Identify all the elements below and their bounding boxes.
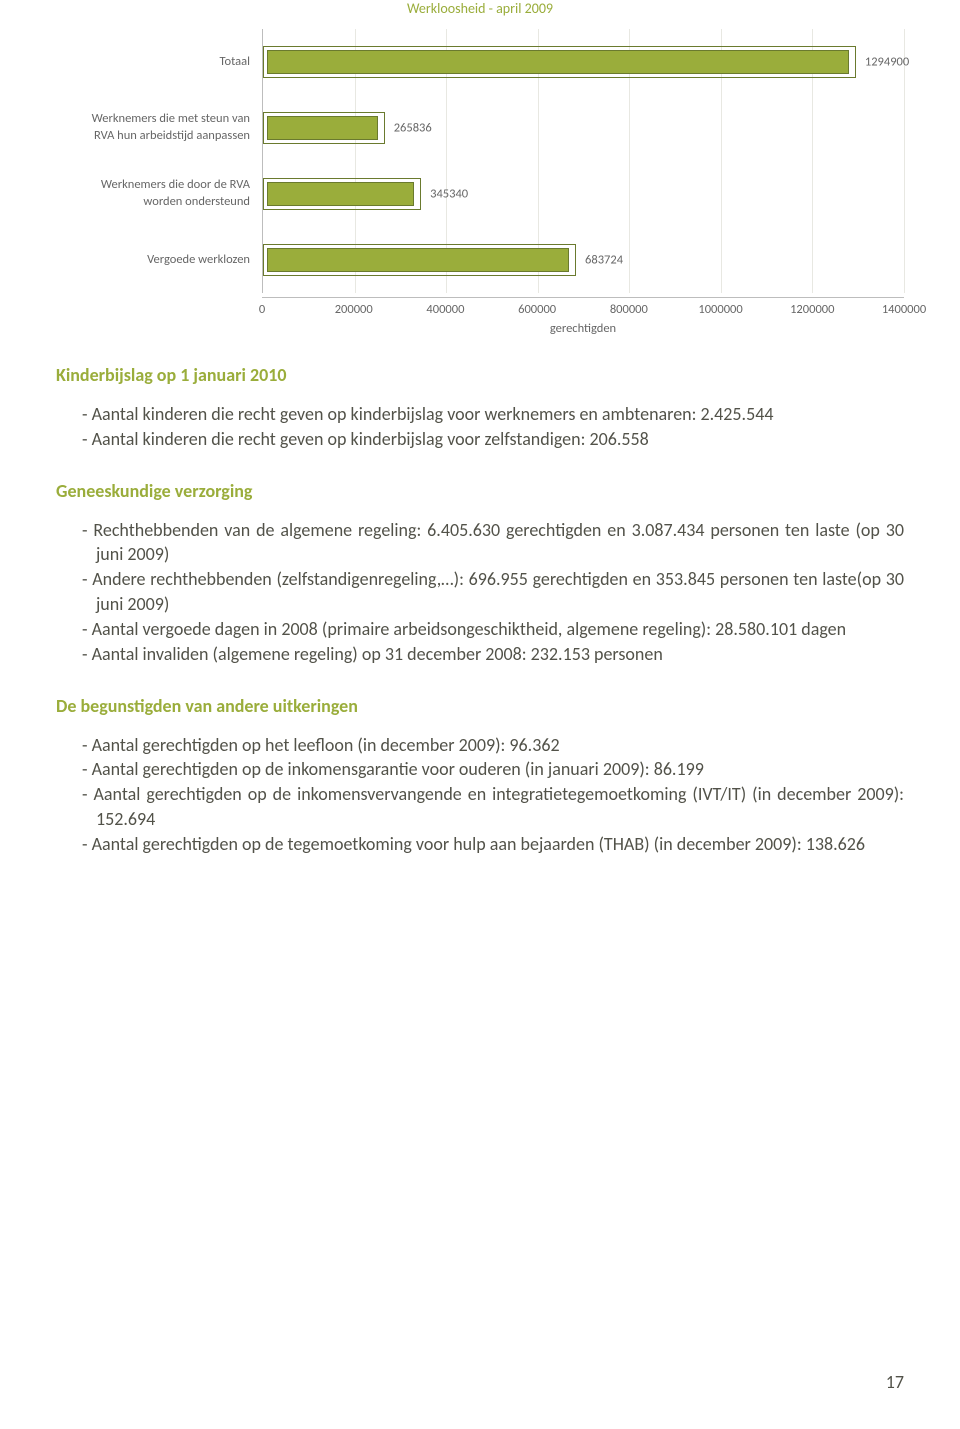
chart-x-tick: 0 xyxy=(259,302,265,317)
chart-row: Totaal1294900 xyxy=(56,29,904,95)
chart-plot-area: 1294900 xyxy=(262,29,904,95)
unemployment-bar-chart: Totaal1294900 Werknemers die met steun va… xyxy=(56,29,904,336)
chart-x-axis: 0200000400000600000800000100000012000001… xyxy=(262,297,904,315)
chart-category-label: Totaal xyxy=(56,54,262,71)
chart-category-label: Werknemers die door de RVAworden onderst… xyxy=(56,177,262,211)
section-heading-geneeskundige: Geneeskundige verzorging xyxy=(56,480,904,502)
chart-x-tick: 400000 xyxy=(426,302,464,317)
list-item: Aantal gerechtigden op de tegemoetkoming… xyxy=(82,832,904,857)
list-item: Andere rechthebbenden (zelfstandigenrege… xyxy=(82,567,904,617)
chart-bar: 1294900 xyxy=(263,46,856,78)
chart-x-tick: 1200000 xyxy=(790,302,834,317)
chart-bar-value-label: 265836 xyxy=(394,121,432,136)
chart-x-tick: 800000 xyxy=(610,302,648,317)
list-begunstigden: Aantal gerechtigden op het leefloon (in … xyxy=(56,733,904,857)
list-item: Aantal kinderen die recht geven op kinde… xyxy=(82,427,904,452)
chart-x-tick: 600000 xyxy=(518,302,556,317)
chart-bar-value-label: 683724 xyxy=(585,253,623,268)
chart-bar-value-label: 345340 xyxy=(430,187,468,202)
chart-row: Werknemers die door de RVAworden onderst… xyxy=(56,161,904,227)
chart-bar-value-label: 1294900 xyxy=(865,55,909,70)
chart-x-tick: 1000000 xyxy=(698,302,742,317)
list-geneeskundige: Rechthebbenden van de algemene regeling:… xyxy=(56,518,904,667)
chart-title: Werkloosheid - april 2009 xyxy=(56,0,904,17)
chart-plot-area: 683724 xyxy=(262,227,904,293)
list-item: Aantal gerechtigden op het leefloon (in … xyxy=(82,733,904,758)
list-item: Aantal gerechtigden op de inkomensvervan… xyxy=(82,782,904,832)
list-item: Aantal vergoede dagen in 2008 (primaire … xyxy=(82,617,904,642)
list-item: Aantal kinderen die recht geven op kinde… xyxy=(82,402,904,427)
list-item: Aantal gerechtigden op de inkomensgarant… xyxy=(82,757,904,782)
chart-category-label: Werknemers die met steun vanRVA hun arbe… xyxy=(56,111,262,145)
section-heading-kinderbijslag: Kinderbijslag op 1 januari 2010 xyxy=(56,364,904,386)
chart-x-axis-title: gerechtigden xyxy=(262,321,904,336)
chart-plot-area: 345340 xyxy=(262,161,904,227)
list-item: Rechthebbenden van de algemene regeling:… xyxy=(82,518,904,568)
chart-bar: 683724 xyxy=(263,244,576,276)
chart-row: Vergoede werklozen683724 xyxy=(56,227,904,293)
chart-row: Werknemers die met steun vanRVA hun arbe… xyxy=(56,95,904,161)
chart-x-tick: 200000 xyxy=(335,302,373,317)
list-kinderbijslag: Aantal kinderen die recht geven op kinde… xyxy=(56,402,904,452)
list-item: Aantal invaliden (algemene regeling) op … xyxy=(82,642,904,667)
chart-plot-area: 265836 xyxy=(262,95,904,161)
chart-x-tick: 1400000 xyxy=(882,302,926,317)
page-number: 17 xyxy=(886,1371,904,1393)
chart-bar: 265836 xyxy=(263,112,385,144)
chart-category-label: Vergoede werklozen xyxy=(56,252,262,269)
chart-bar: 345340 xyxy=(263,178,421,210)
section-heading-begunstigden: De begunstigden van andere uitkeringen xyxy=(56,695,904,717)
